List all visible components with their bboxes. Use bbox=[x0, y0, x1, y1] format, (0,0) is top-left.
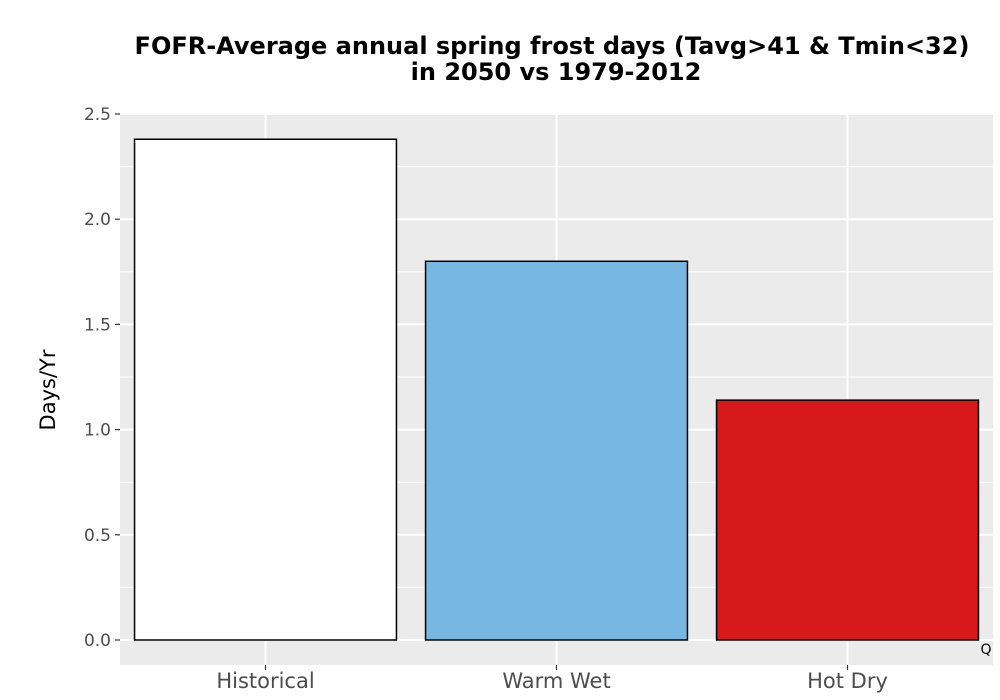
y-tick-label: 1.5 bbox=[84, 315, 111, 335]
x-tick-label: Historical bbox=[216, 669, 314, 693]
bar-warm-wet bbox=[424, 260, 689, 641]
chart-title-line-2: in 2050 vs 1979-2012 bbox=[411, 58, 702, 86]
y-tick-label: 1.0 bbox=[84, 421, 111, 441]
y-tick-label: 0.0 bbox=[84, 631, 111, 651]
y-axis: 0.0 0.5 1.0 1.5 2.0 2.5 bbox=[84, 105, 120, 651]
y-tick-label: 2.5 bbox=[84, 105, 111, 125]
x-axis: Historical Warm Wet Hot Dry bbox=[216, 665, 888, 693]
y-tick-label: 2.0 bbox=[84, 210, 111, 230]
x-tick-label: Warm Wet bbox=[502, 669, 610, 693]
corner-mark: Q bbox=[980, 642, 991, 658]
y-axis-label: Days/Yr bbox=[36, 349, 60, 430]
chart-title: FOFR-Average annual spring frost days (T… bbox=[135, 32, 970, 86]
x-tick-label: Hot Dry bbox=[807, 669, 888, 693]
bar-hot-dry bbox=[715, 399, 980, 641]
y-tick-label: 0.5 bbox=[84, 526, 111, 546]
chart-title-line-1: FOFR-Average annual spring frost days (T… bbox=[135, 32, 970, 60]
bar-historical bbox=[133, 138, 398, 641]
bars bbox=[133, 138, 980, 641]
